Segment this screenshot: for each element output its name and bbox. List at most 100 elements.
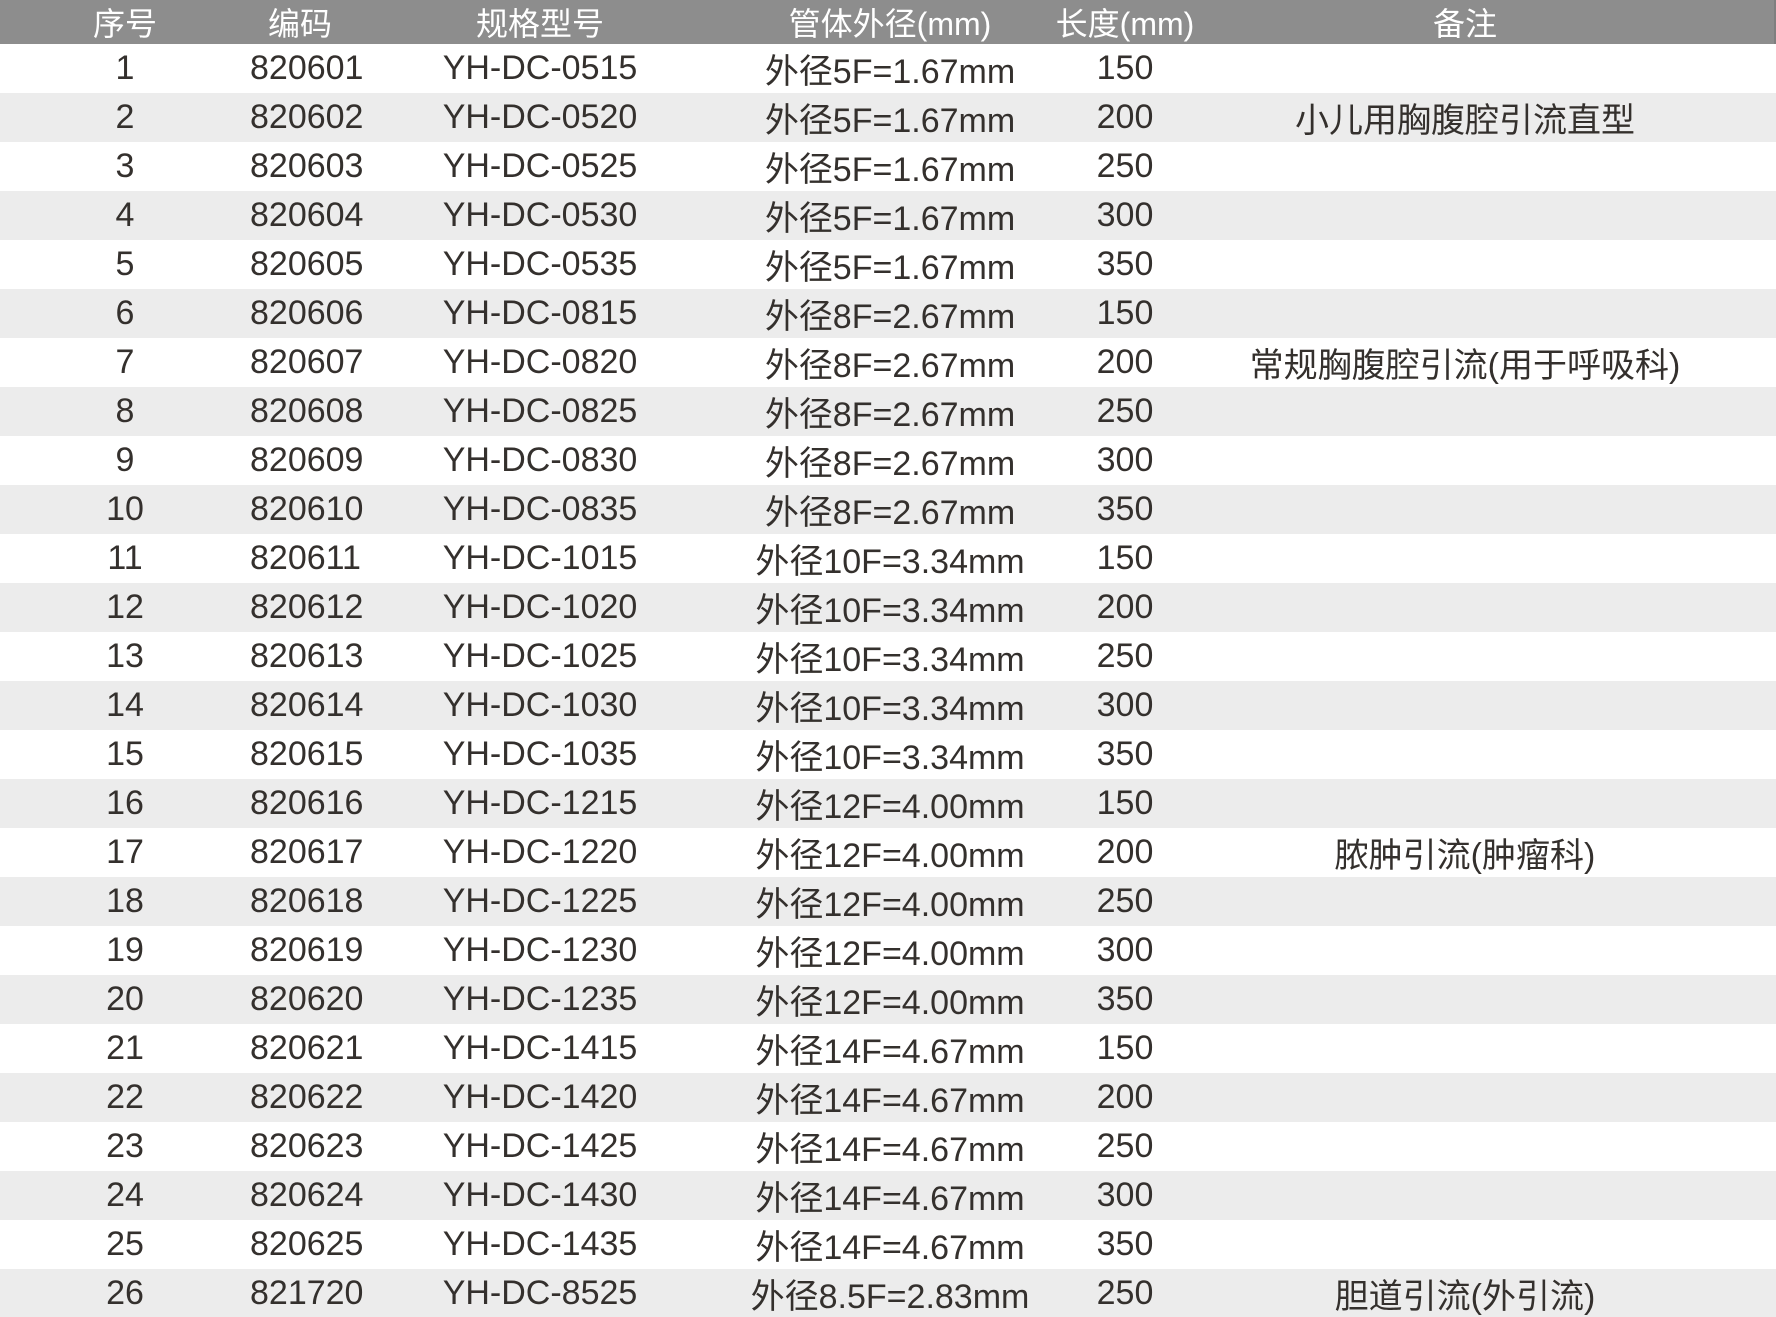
code-cell: 820619 [250,931,364,969]
length-cell: 150 [1096,49,1154,87]
diameter-cell: 外径5F=1.67mm [764,53,1016,91]
index-cell: 23 [106,1127,144,1165]
model-cell: YH-DC-1420 [442,1078,638,1116]
table-row: 16 820616 YH-DC-1215 外径12F=4.00mm 150 [0,779,1776,828]
code-cell: 820609 [250,441,364,479]
remark-cell: 胆道引流(外引流) [1334,1278,1596,1316]
diameter-cell: 外径14F=4.67mm [755,1131,1025,1169]
index-cell: 8 [115,392,135,430]
table-row: 14 820614 YH-DC-1030 外径10F=3.34mm 300 [0,681,1776,730]
table-row: 2 820602 YH-DC-0520 外径5F=1.67mm 200 小儿用胸腹腔引流直… [0,93,1776,142]
table-header-row: 序号 编码 规格型号 管体外径(mm) 长度(mm) 备注 [0,0,1776,44]
table-row: 22 820622 YH-DC-1420 外径14F=4.67mm 200 [0,1073,1776,1122]
code-cell: 820613 [250,637,364,675]
code-cell: 820605 [250,245,364,283]
index-cell: 26 [106,1274,144,1312]
table-row: 19 820619 YH-DC-1230 外径12F=4.00mm 300 [0,926,1776,975]
model-cell: YH-DC-1425 [442,1127,638,1165]
code-cell: 820614 [250,686,364,724]
code-cell: 820601 [250,49,364,87]
table-row: 4 820604 YH-DC-0530 外径5F=1.67mm 300 [0,191,1776,240]
length-cell: 250 [1096,637,1154,675]
index-cell: 9 [115,441,135,479]
model-cell: YH-DC-0535 [442,245,638,283]
length-cell: 300 [1096,686,1154,724]
index-cell: 17 [106,833,144,871]
index-cell: 12 [106,588,144,626]
model-cell: YH-DC-1015 [442,539,638,577]
diameter-cell: 外径10F=3.34mm [755,641,1025,679]
code-cell: 820623 [250,1127,364,1165]
length-cell: 350 [1096,735,1154,773]
table-row: 9 820609 YH-DC-0830 外径8F=2.67mm 300 [0,436,1776,485]
model-cell: YH-DC-0835 [442,490,638,528]
diameter-cell: 外径14F=4.67mm [755,1082,1025,1120]
length-cell: 300 [1096,441,1154,479]
header-cell-index: 序号 [92,6,157,42]
length-cell: 200 [1096,1078,1154,1116]
index-cell: 10 [106,490,144,528]
diameter-cell: 外径8F=2.67mm [764,347,1016,385]
index-cell: 24 [106,1176,144,1214]
index-cell: 13 [106,637,144,675]
index-cell: 19 [106,931,144,969]
model-cell: YH-DC-1030 [442,686,638,724]
model-cell: YH-DC-0525 [442,147,638,185]
index-cell: 2 [115,98,135,136]
index-cell: 7 [115,343,135,381]
diameter-cell: 外径8F=2.67mm [764,445,1016,483]
table-row: 5 820605 YH-DC-0535 外径5F=1.67mm 350 [0,240,1776,289]
model-cell: YH-DC-1035 [442,735,638,773]
model-cell: YH-DC-0515 [442,49,638,87]
diameter-cell: 外径8F=2.67mm [764,494,1016,532]
length-cell: 200 [1096,833,1154,871]
index-cell: 18 [106,882,144,920]
length-cell: 250 [1096,392,1154,430]
model-cell: YH-DC-8525 [442,1274,638,1312]
diameter-cell: 外径8F=2.67mm [764,396,1016,434]
table-row: 8 820608 YH-DC-0825 外径8F=2.67mm 250 [0,387,1776,436]
table-row: 18 820618 YH-DC-1225 外径12F=4.00mm 250 [0,877,1776,926]
length-cell: 250 [1096,147,1154,185]
code-cell: 820608 [250,392,364,430]
model-cell: YH-DC-1220 [442,833,638,871]
diameter-cell: 外径12F=4.00mm [755,886,1025,924]
table-row: 6 820606 YH-DC-0815 外径8F=2.67mm 150 [0,289,1776,338]
table-row: 13 820613 YH-DC-1025 外径10F=3.34mm 250 [0,632,1776,681]
index-cell: 11 [107,539,143,577]
length-cell: 250 [1096,1127,1154,1165]
model-cell: YH-DC-0825 [442,392,638,430]
index-cell: 4 [115,196,135,234]
length-cell: 300 [1096,931,1154,969]
table-row: 26 821720 YH-DC-8525 外径8.5F=2.83mm 250 胆道引流(外… [0,1269,1776,1317]
length-cell: 350 [1096,490,1154,528]
diameter-cell: 外径14F=4.67mm [755,1229,1025,1267]
length-cell: 150 [1096,784,1154,822]
code-cell: 820607 [250,343,364,381]
code-cell: 820618 [250,882,364,920]
diameter-cell: 外径12F=4.00mm [755,984,1025,1022]
diameter-cell: 外径5F=1.67mm [764,151,1016,189]
index-cell: 22 [106,1078,144,1116]
length-cell: 250 [1096,882,1154,920]
index-cell: 14 [106,686,144,724]
length-cell: 250 [1096,1274,1154,1312]
header-cell-code: 编码 [267,6,332,42]
table-row: 23 820623 YH-DC-1425 外径14F=4.67mm 250 [0,1122,1776,1171]
table-row: 7 820607 YH-DC-0820 外径8F=2.67mm 200 常规胸腹腔引流(用… [0,338,1776,387]
header-cell-remark: 备注 [1432,6,1497,42]
table-row: 1 820601 YH-DC-0515 外径5F=1.67mm 150 [0,44,1776,93]
diameter-cell: 外径10F=3.34mm [755,739,1025,777]
code-cell: 820625 [250,1225,364,1263]
code-cell: 820604 [250,196,364,234]
diameter-cell: 外径12F=4.00mm [755,935,1025,973]
model-cell: YH-DC-1025 [442,637,638,675]
table-row: 11 820611 YH-DC-1015 外径10F=3.34mm 150 [0,534,1776,583]
code-cell: 821720 [250,1274,364,1312]
model-cell: YH-DC-0830 [442,441,638,479]
code-cell: 820616 [250,784,364,822]
diameter-cell: 外径5F=1.67mm [764,200,1016,238]
length-cell: 150 [1096,294,1154,332]
